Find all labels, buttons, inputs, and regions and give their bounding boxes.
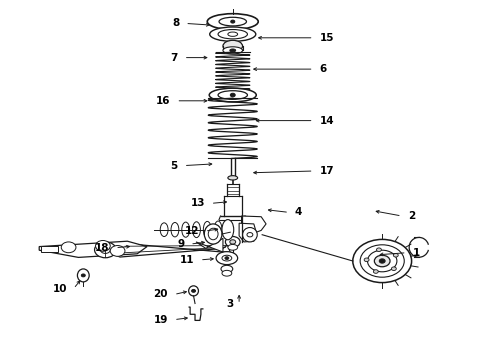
Ellipse shape	[230, 49, 236, 52]
Text: 5: 5	[171, 161, 178, 171]
Text: 10: 10	[53, 284, 68, 294]
Polygon shape	[239, 223, 256, 242]
Ellipse shape	[219, 17, 246, 26]
Text: 8: 8	[172, 18, 179, 28]
Circle shape	[225, 237, 240, 247]
Ellipse shape	[182, 222, 190, 237]
Polygon shape	[242, 216, 266, 234]
Text: 1: 1	[413, 248, 420, 258]
Circle shape	[225, 257, 229, 260]
Polygon shape	[100, 245, 230, 257]
Circle shape	[100, 246, 110, 253]
Text: 19: 19	[154, 315, 168, 325]
Circle shape	[231, 20, 235, 23]
Circle shape	[393, 253, 398, 257]
Text: 17: 17	[319, 166, 334, 176]
Polygon shape	[196, 238, 223, 252]
Text: 9: 9	[177, 239, 184, 249]
Ellipse shape	[193, 222, 200, 238]
Text: 13: 13	[190, 198, 205, 208]
Circle shape	[392, 267, 396, 270]
Ellipse shape	[214, 221, 222, 238]
Circle shape	[61, 242, 76, 253]
Text: 12: 12	[184, 226, 199, 236]
Circle shape	[373, 270, 378, 273]
Ellipse shape	[160, 223, 168, 237]
Ellipse shape	[208, 228, 218, 240]
Text: 6: 6	[319, 64, 327, 74]
Ellipse shape	[210, 27, 256, 41]
Ellipse shape	[223, 47, 243, 54]
Ellipse shape	[221, 265, 233, 273]
Circle shape	[110, 246, 125, 256]
Ellipse shape	[204, 224, 222, 244]
Ellipse shape	[171, 222, 179, 237]
Ellipse shape	[189, 286, 198, 296]
Circle shape	[379, 259, 385, 263]
Circle shape	[230, 240, 236, 244]
Circle shape	[192, 289, 196, 292]
Bar	[41, 246, 58, 252]
Text: 2: 2	[408, 211, 415, 221]
Circle shape	[376, 248, 381, 252]
Ellipse shape	[216, 252, 238, 265]
Ellipse shape	[222, 270, 232, 276]
Text: 20: 20	[153, 289, 168, 300]
Text: 16: 16	[156, 96, 171, 106]
Text: 4: 4	[295, 207, 302, 217]
Circle shape	[96, 240, 110, 251]
Circle shape	[81, 274, 85, 277]
Ellipse shape	[243, 228, 257, 242]
Circle shape	[374, 255, 390, 267]
Ellipse shape	[222, 255, 232, 261]
Ellipse shape	[228, 32, 238, 36]
Ellipse shape	[223, 40, 243, 52]
Ellipse shape	[218, 91, 247, 99]
Ellipse shape	[209, 88, 256, 102]
Text: 15: 15	[319, 33, 334, 43]
Text: 18: 18	[95, 243, 109, 253]
Ellipse shape	[203, 221, 211, 238]
Circle shape	[353, 239, 412, 283]
Ellipse shape	[207, 14, 258, 30]
Text: 11: 11	[179, 255, 194, 265]
Circle shape	[95, 242, 116, 258]
Ellipse shape	[77, 269, 89, 282]
Circle shape	[368, 250, 397, 272]
Ellipse shape	[228, 176, 238, 180]
Circle shape	[360, 245, 404, 277]
Ellipse shape	[222, 220, 234, 240]
Circle shape	[230, 93, 235, 97]
Ellipse shape	[218, 30, 247, 39]
Circle shape	[247, 233, 253, 237]
Text: 14: 14	[319, 116, 334, 126]
Text: 3: 3	[226, 299, 233, 309]
Text: 7: 7	[171, 53, 178, 63]
Ellipse shape	[228, 244, 238, 250]
Circle shape	[364, 258, 369, 262]
Polygon shape	[39, 241, 147, 257]
